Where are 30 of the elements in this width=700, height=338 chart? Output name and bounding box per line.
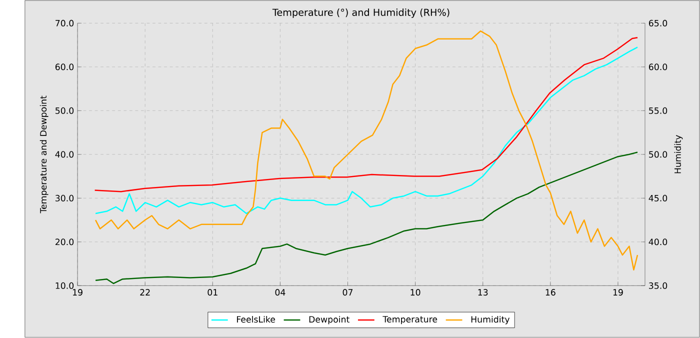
x-tick-label: 19 — [613, 289, 623, 296]
y2-tick-label: 45.0 — [648, 194, 668, 202]
chart-title: Temperature (°) and Humidity (RH%) — [272, 8, 450, 18]
x-tick-label: 04 — [275, 289, 286, 296]
y-axis-title: Temperature and Dewpoint — [40, 96, 48, 214]
y2-tick-label: 55.0 — [649, 107, 668, 114]
x-tick-label: 22 — [140, 289, 150, 296]
legend-label: Humidity — [471, 316, 510, 324]
y-tick-label: 50.0 — [56, 107, 74, 114]
y2-axis-title: Humidity — [674, 135, 683, 174]
x-tick-label: 16 — [546, 289, 556, 296]
legend-label: FeelsLike — [237, 316, 276, 323]
legend-label: Temperature — [382, 316, 438, 324]
y-tick-label: 30.0 — [56, 194, 74, 202]
x-tick-label: 01 — [208, 289, 218, 296]
y2-tick-label: 50.0 — [649, 151, 668, 158]
x-tick-label: 07 — [342, 289, 353, 296]
x-tick-label: 13 — [478, 289, 488, 296]
y2-tick-label: 40.0 — [648, 238, 668, 246]
y-tick-label: 70.0 — [56, 20, 74, 27]
x-tick-label: 10 — [410, 289, 420, 296]
y2-tick-label: 35.0 — [649, 282, 668, 290]
legend-label: Dewpoint — [309, 316, 350, 324]
y-tick-label: 40.0 — [55, 151, 74, 158]
x-tick-label: 19 — [72, 289, 82, 296]
y2-tick-label: 60.0 — [648, 64, 668, 70]
y-tick-label: 10.0 — [56, 282, 74, 290]
y-tick-label: 20.0 — [56, 238, 74, 246]
y2-tick-label: 65.0 — [648, 20, 668, 27]
y-tick-label: 60.0 — [55, 64, 74, 70]
